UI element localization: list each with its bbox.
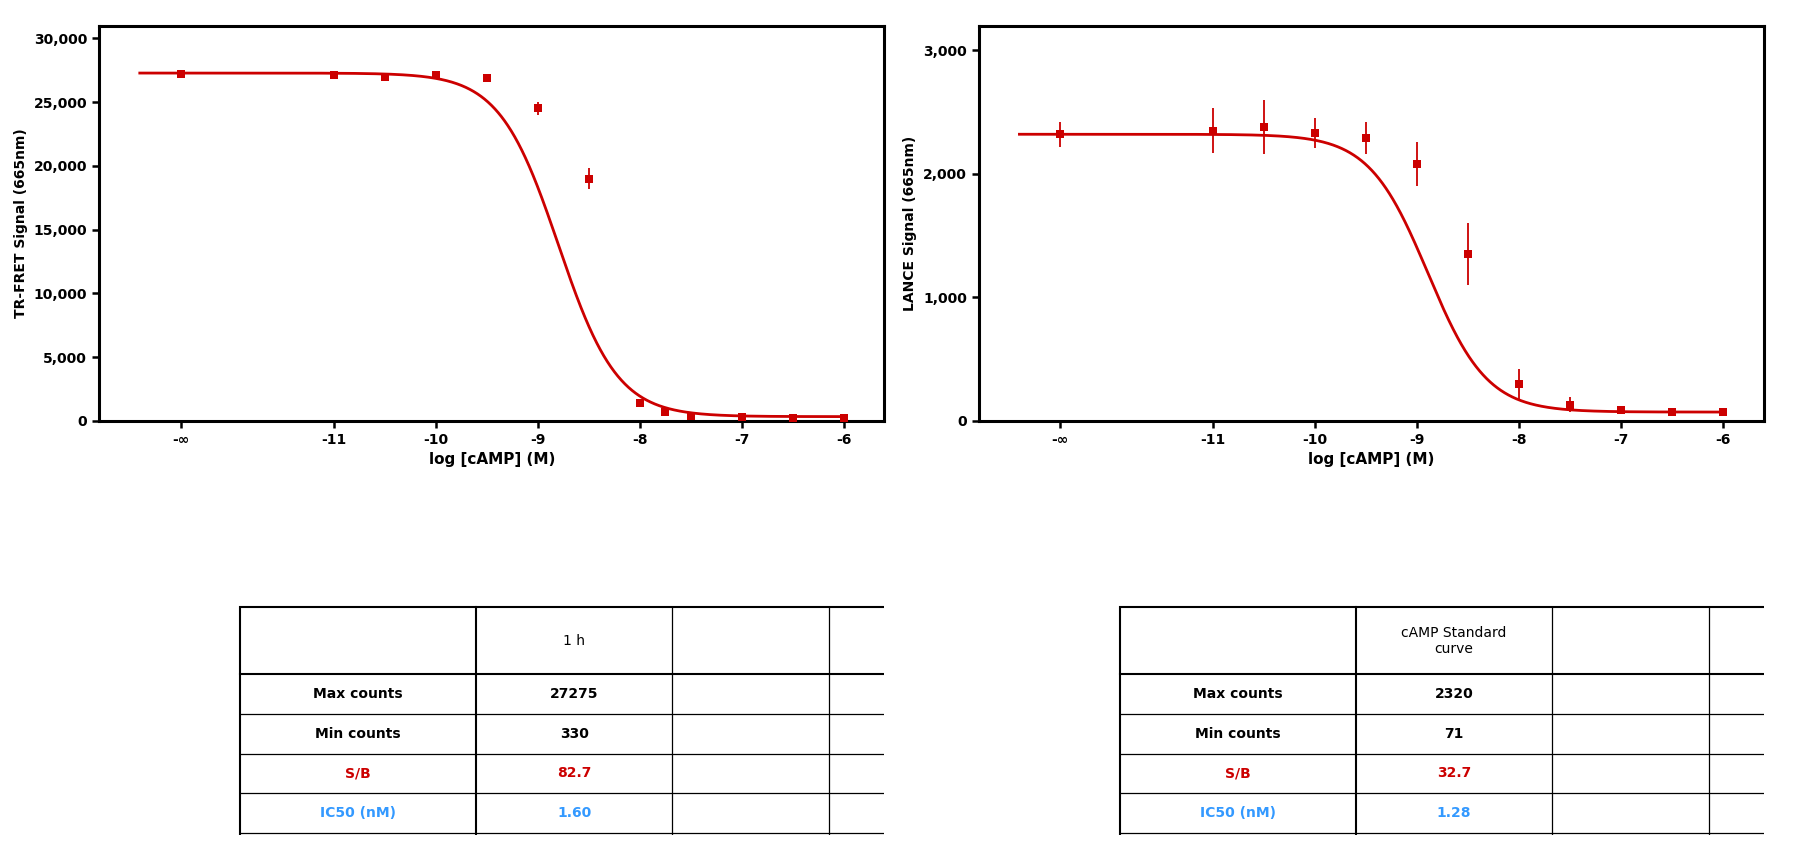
Text: 330: 330 (560, 727, 589, 740)
Text: Max counts: Max counts (313, 688, 403, 701)
X-axis label: log [cAMP] (M): log [cAMP] (M) (428, 452, 554, 467)
Text: 71: 71 (1444, 727, 1463, 740)
Y-axis label: LANCE Signal (665nm): LANCE Signal (665nm) (904, 135, 918, 311)
Text: Max counts: Max counts (1193, 688, 1283, 701)
Text: 27275: 27275 (551, 688, 598, 701)
Text: Min counts: Min counts (1195, 727, 1280, 740)
Text: 1.28: 1.28 (1436, 806, 1471, 820)
Y-axis label: TR-FRET Signal (665nm): TR-FRET Signal (665nm) (14, 129, 29, 318)
X-axis label: log [cAMP] (M): log [cAMP] (M) (1309, 452, 1435, 467)
Text: 1.60: 1.60 (556, 806, 590, 820)
Text: S/B: S/B (346, 766, 371, 780)
Text: 2320: 2320 (1435, 688, 1472, 701)
Text: 82.7: 82.7 (556, 766, 592, 780)
Text: cAMP Standard
curve: cAMP Standard curve (1400, 626, 1507, 656)
Text: 32.7: 32.7 (1436, 766, 1471, 780)
Text: IC50 (nM): IC50 (nM) (1201, 806, 1276, 820)
Text: S/B: S/B (1226, 766, 1251, 780)
Text: IC50 (nM): IC50 (nM) (320, 806, 396, 820)
Text: 1 h: 1 h (563, 634, 585, 648)
Text: Min counts: Min counts (315, 727, 401, 740)
